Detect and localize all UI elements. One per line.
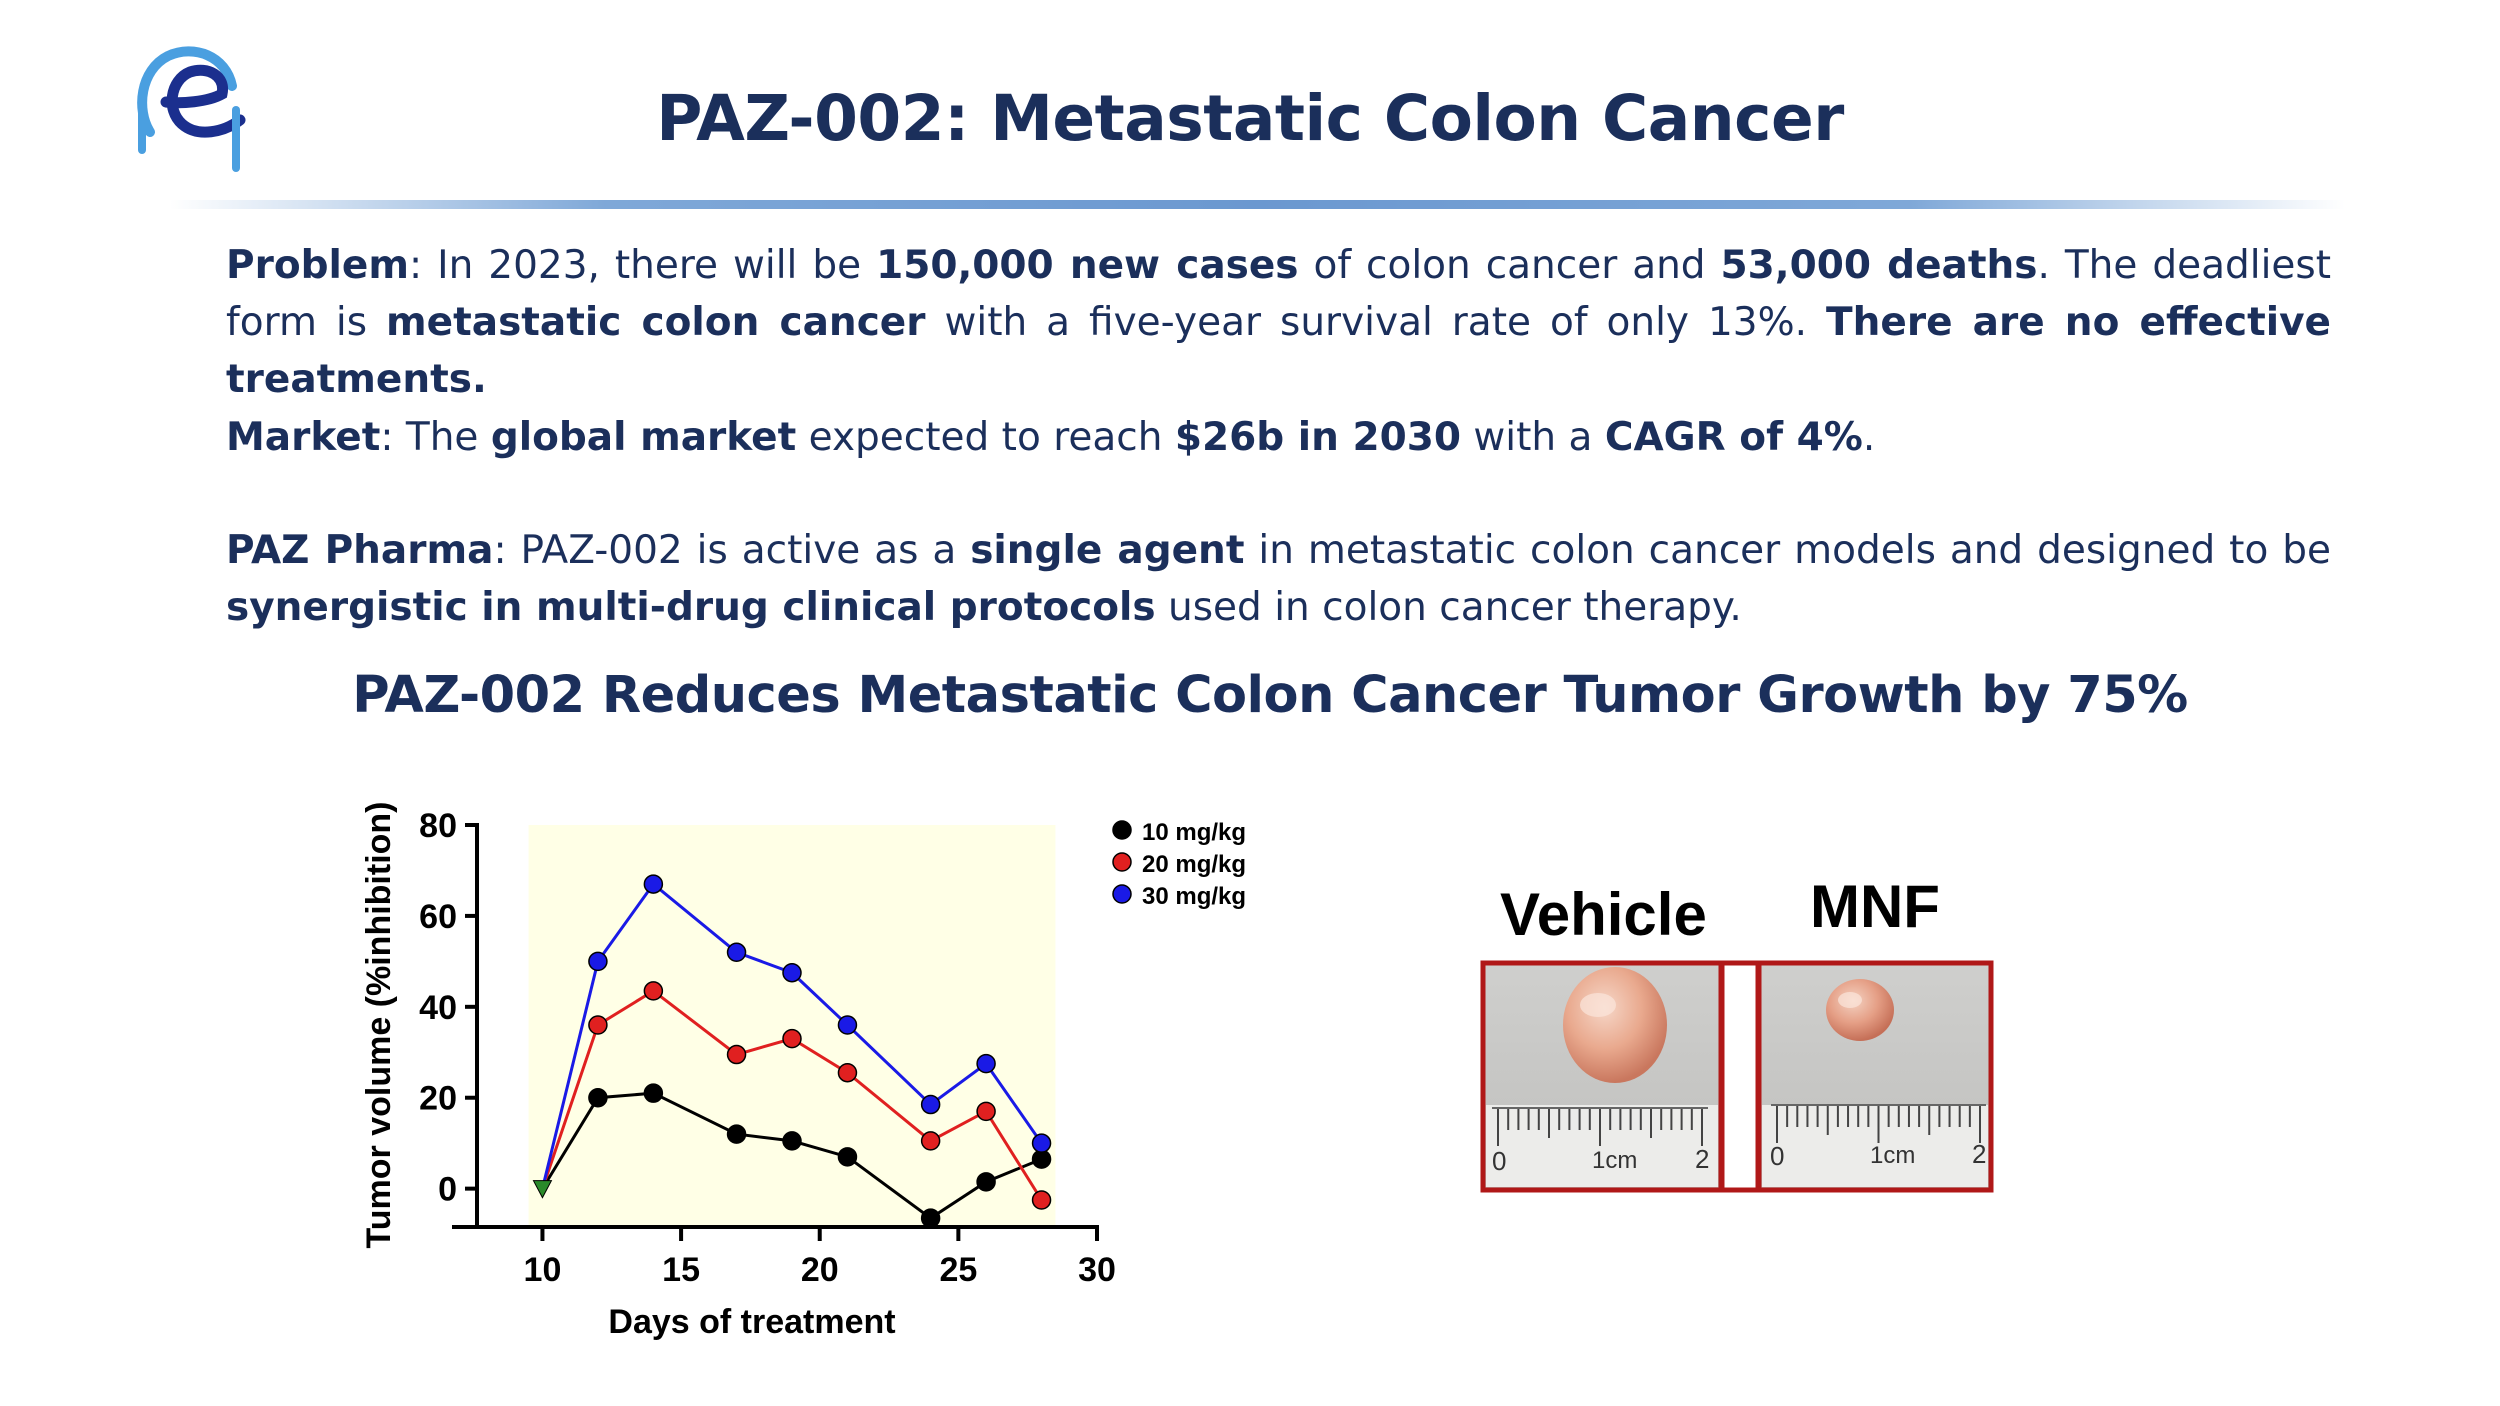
y-axis-label: Tumor volume (%inhibition) [360, 802, 398, 1249]
data-point [726, 1124, 747, 1144]
market-text-2: expected to reach [796, 415, 1175, 460]
paz-paragraph: PAZ Pharma: PAZ-002 is active as a singl… [226, 522, 2331, 636]
x-tick-label: 30 [1078, 1251, 1116, 1289]
market-bold-3: CAGR of 4% [1604, 415, 1863, 460]
problem-text-3: . The deadliest form is [226, 243, 2332, 345]
vehicle-ruler-zero: 0 [1492, 1146, 1506, 1176]
legend-marker [1112, 852, 1132, 872]
data-point [726, 942, 747, 963]
paz-text-2: in metastatic colon cancer models and de… [1244, 528, 2331, 573]
problem-bold-2: 53,000 deaths [1720, 243, 2038, 288]
x-tick-label: 10 [524, 1251, 562, 1289]
start-point-marker [532, 1180, 553, 1199]
title-divider [170, 200, 2345, 209]
market-text-4: . [1862, 415, 1876, 460]
market-label: Market [226, 415, 381, 460]
vehicle-tumor [1563, 967, 1667, 1083]
paz-bold-2: synergistic in multi-drug clinical proto… [226, 585, 1156, 630]
data-point [588, 1015, 608, 1035]
data-point [726, 1044, 747, 1065]
market-text-3: with a [1461, 415, 1605, 460]
data-point [782, 962, 802, 983]
x-tick-label: 25 [939, 1251, 977, 1289]
market-bold-1: global market [490, 415, 797, 460]
data-point [643, 874, 664, 894]
data-point [782, 1028, 802, 1049]
problem-text-2: of colon cancer and [1298, 243, 1721, 288]
legend-label: 20 mg/kg [1142, 851, 1246, 878]
paz-text-1: : PAZ-002 is active as a [493, 528, 971, 573]
vehicle-ruler-cm: 1cm [1592, 1147, 1637, 1174]
y-tick-label: 0 [438, 1171, 457, 1209]
data-point [976, 1053, 996, 1074]
vehicle-tumor-photo [1480, 960, 1724, 1193]
x-axis-label: Days of treatment [608, 1303, 895, 1341]
data-point [920, 1208, 941, 1228]
problem-label: Problem [226, 243, 409, 288]
data-point [976, 1172, 996, 1192]
data-point [976, 1101, 996, 1122]
chart-section-title: PAZ-002 Reduces Metastatic Colon Cancer … [352, 666, 2188, 725]
x-tick-label: 20 [801, 1251, 839, 1289]
legend-marker [1112, 820, 1132, 840]
problem-paragraph: Problem: In 2023, there will be 150,000 … [226, 237, 2331, 408]
legend-label: 30 mg/kg [1142, 883, 1246, 910]
page-title: PAZ-002: Metastatic Colon Cancer [656, 82, 1844, 155]
tumor-inhibition-chart: 0 20 40 60 80 10 15 20 25 30 Days of treatment Tumo… [360, 802, 1246, 1342]
paz-label: PAZ Pharma [226, 528, 494, 573]
data-point [1031, 1190, 1052, 1210]
data-point [643, 1083, 664, 1103]
problem-text-1: : In 2023, there will be [408, 243, 877, 288]
mnf-tumor [1826, 979, 1894, 1041]
data-point [920, 1131, 941, 1151]
paz-pharma-logo-icon [137, 46, 246, 172]
problem-bold-4: There are no effective treatments. [226, 300, 2331, 402]
paz-bold-1: single agent [970, 528, 1245, 573]
photo-separator [1719, 960, 1761, 1193]
mnf-ruler-zero: 0 [1770, 1141, 1784, 1171]
tumor-photos: 0 1cm 2 0 1cm 2 [1480, 960, 1994, 1193]
problem-text-4: with a five-year survival rate of only 1… [925, 300, 1827, 345]
data-point [920, 1094, 941, 1115]
data-point [1031, 1133, 1052, 1153]
mnf-ruler-two: 2 [1972, 1139, 1986, 1169]
vehicle-label: Vehicle [1500, 881, 1707, 948]
data-point [837, 1147, 858, 1167]
market-bold-2: $26b in 2030 [1174, 415, 1462, 460]
y-tick-label: 20 [419, 1080, 457, 1118]
data-point [643, 981, 664, 1001]
legend-label: 10 mg/kg [1142, 819, 1246, 846]
data-point [782, 1131, 802, 1151]
mnf-label: MNF [1810, 873, 1940, 940]
y-tick-label: 40 [419, 989, 457, 1027]
problem-bold-1: 150,000 new cases [876, 243, 1299, 288]
mnf-ruler-cm: 1cm [1870, 1142, 1915, 1169]
paz-text-3: used in colon cancer therapy. [1155, 585, 1742, 630]
data-point [588, 1087, 608, 1108]
plot-background [528, 825, 1056, 1225]
y-tick-label: 80 [419, 807, 457, 845]
data-point [837, 1015, 858, 1035]
x-tick-label: 15 [662, 1251, 700, 1289]
data-point [837, 1062, 858, 1083]
legend-marker [1112, 884, 1132, 904]
y-tick-label: 60 [419, 898, 457, 936]
vehicle-ruler-two: 2 [1695, 1144, 1709, 1174]
problem-bold-3: metastatic colon cancer [386, 300, 926, 345]
market-text-1: : The [380, 415, 491, 460]
market-paragraph: Market: The global market expected to re… [226, 409, 2331, 466]
data-point [588, 951, 608, 972]
